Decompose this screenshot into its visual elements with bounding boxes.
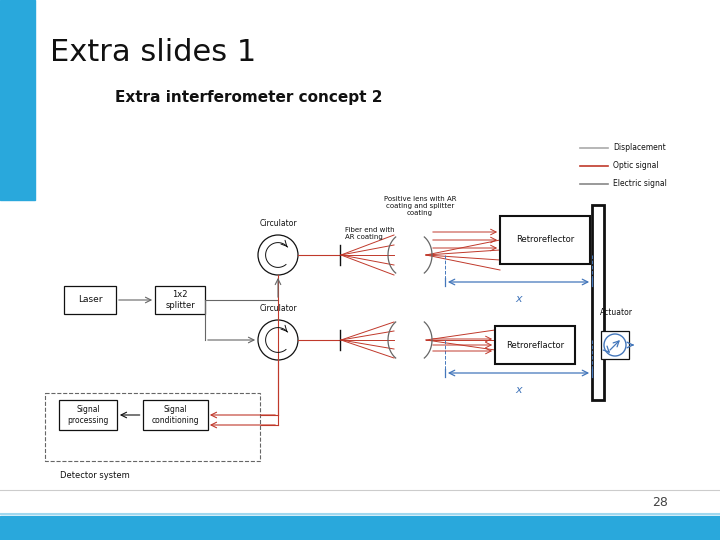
Text: x: x [516,294,522,304]
Text: Retroreflector: Retroreflector [516,235,574,245]
Text: Actuator: Actuator [600,308,633,317]
Bar [59,400,117,430]
Bar [143,400,207,430]
Bar [592,205,604,400]
Text: Displacement: Displacement [613,144,666,152]
Bar [45,393,260,461]
Text: 28: 28 [652,496,668,510]
Text: Signal
processing: Signal processing [67,406,109,424]
Bar [601,331,629,359]
Bar [495,326,575,364]
Circle shape [258,235,298,275]
Text: Extra slides 1: Extra slides 1 [50,38,256,67]
Bar [500,216,590,264]
Text: Extra interferometer concept 2: Extra interferometer concept 2 [115,90,382,105]
Text: Retroreflactor: Retroreflactor [506,341,564,349]
Text: Detector system: Detector system [60,471,130,480]
Circle shape [258,320,298,360]
Text: Circulator: Circulator [259,219,297,228]
Text: Signal
conditioning: Signal conditioning [151,406,199,424]
Text: Fiber end with
AR coating: Fiber end with AR coating [345,227,395,240]
Text: Circulator: Circulator [259,304,297,313]
Text: x: x [516,385,522,395]
Circle shape [604,334,626,356]
Bar [155,286,205,314]
Bar [64,286,116,314]
Text: Positive lens with AR
coating and splitter
coating: Positive lens with AR coating and splitt… [384,196,456,216]
Text: Optic signal: Optic signal [613,161,659,171]
Text: Electric signal: Electric signal [613,179,667,188]
Bar [0,516,720,540]
Bar [0,0,35,200]
Text: Laser: Laser [78,295,102,305]
Text: 1x2
splitter: 1x2 splitter [165,291,195,310]
